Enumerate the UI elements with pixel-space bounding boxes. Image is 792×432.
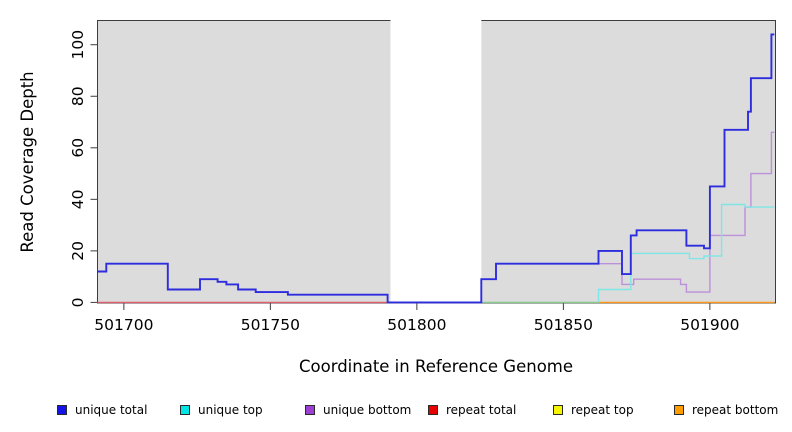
y-tick-label: 60 (69, 138, 87, 158)
x-tick-label: 501850 (534, 316, 593, 334)
x-tick-label: 501900 (680, 316, 739, 334)
x-tick-label: 501800 (387, 316, 446, 334)
legend-label: repeat bottom (692, 403, 779, 417)
legend-item-unique-total: unique total (57, 400, 147, 420)
y-axis: 0 20 40 60 80 100 (69, 30, 98, 307)
y-tick-label: 80 (69, 86, 87, 106)
legend-label: unique top (198, 403, 263, 417)
y-tick-label: 0 (69, 297, 87, 307)
x-tick-label: 501700 (94, 316, 153, 334)
y-tick-label: 20 (69, 241, 87, 261)
legend-swatch-icon (674, 405, 684, 415)
no-data-gap-band (390, 14, 482, 303)
legend-item-repeat-total: repeat total (428, 400, 516, 420)
series-line-unique-total (97, 33, 775, 304)
legend-label: unique total (75, 403, 148, 417)
legend-item-unique-top: unique top (180, 400, 263, 420)
legend-label: unique bottom (323, 403, 412, 417)
y-tick-label: 40 (69, 189, 87, 209)
legend: unique total unique top unique bottom repea… (0, 400, 792, 426)
series-line-unique-top (597, 203, 775, 303)
legend-label: repeat total (446, 403, 517, 417)
legend-label: repeat top (571, 403, 634, 417)
x-tick-label: 501750 (241, 316, 300, 334)
legend-item-repeat-top: repeat top (553, 400, 634, 420)
x-axis: 501700 501750 501800 501850 501900 (94, 303, 739, 334)
legend-item-unique-bottom: unique bottom (305, 400, 411, 420)
legend-swatch-icon (305, 405, 315, 415)
y-axis-title: Read Coverage Depth (18, 71, 37, 252)
legend-swatch-icon (57, 405, 67, 415)
legend-swatch-icon (428, 405, 438, 415)
legend-swatch-icon (180, 405, 190, 415)
series-layer (97, 33, 775, 304)
y-tick-label: 100 (69, 30, 87, 60)
legend-item-repeat-bottom: repeat bottom (674, 400, 778, 420)
x-axis-title: Coordinate in Reference Genome (299, 357, 573, 376)
legend-swatch-icon (553, 405, 563, 415)
